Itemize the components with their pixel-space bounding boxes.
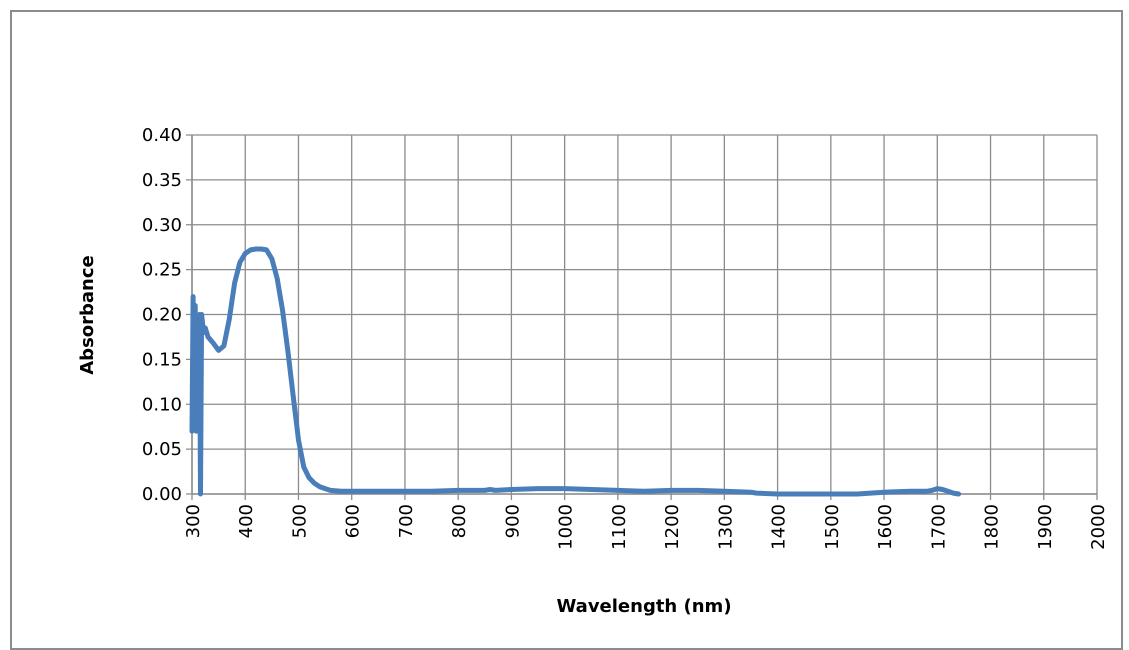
x-tick-label: 1300 bbox=[715, 504, 736, 550]
y-tick-label: 0.40 bbox=[142, 125, 182, 146]
x-tick-label: 400 bbox=[236, 504, 257, 538]
y-tick-label: 0.25 bbox=[142, 260, 182, 281]
y-tick-label: 0.20 bbox=[142, 305, 182, 326]
x-tick-label: 300 bbox=[183, 504, 204, 538]
series-line bbox=[189, 246, 962, 497]
x-tick-label: 1200 bbox=[662, 504, 683, 550]
x-tick-label: 1400 bbox=[769, 504, 790, 550]
x-tick-label: 1700 bbox=[928, 504, 949, 550]
x-tick-label: 700 bbox=[396, 504, 417, 538]
y-tick-label: 0.30 bbox=[142, 215, 182, 236]
x-tick-label: 1800 bbox=[982, 504, 1003, 550]
x-tick-label: 1000 bbox=[556, 504, 577, 550]
y-axis-title: Absorbance bbox=[77, 255, 98, 375]
x-tick-label: 1900 bbox=[1035, 504, 1056, 550]
x-tick-label: 800 bbox=[449, 504, 470, 538]
x-axis-title: Wavelength (nm) bbox=[556, 596, 731, 617]
x-tick-label: 500 bbox=[289, 504, 310, 538]
x-tick-label: 600 bbox=[343, 504, 364, 538]
x-tick-label: 1500 bbox=[822, 504, 843, 550]
x-tick-label: 900 bbox=[502, 504, 523, 538]
y-tick-labels: 0.00 0.05 0.10 0.15 0.20 0.25 0.30 0.35 0.40 bbox=[142, 125, 182, 505]
x-tick-label: 1600 bbox=[875, 504, 896, 550]
x-tick-label: 1100 bbox=[609, 504, 630, 550]
y-tick-label: 0.35 bbox=[142, 170, 182, 191]
gridlines bbox=[186, 134, 1098, 500]
y-tick-label: 0.10 bbox=[142, 394, 182, 415]
y-tick-label: 0.05 bbox=[142, 439, 182, 460]
x-tick-labels: 300 400 500 600 700 800 900 1000 1100 1200 1300 140… bbox=[183, 504, 1109, 550]
x-tick-label: 2000 bbox=[1088, 504, 1109, 550]
y-tick-label: 0.00 bbox=[142, 484, 182, 505]
y-tick-label: 0.15 bbox=[142, 349, 182, 370]
